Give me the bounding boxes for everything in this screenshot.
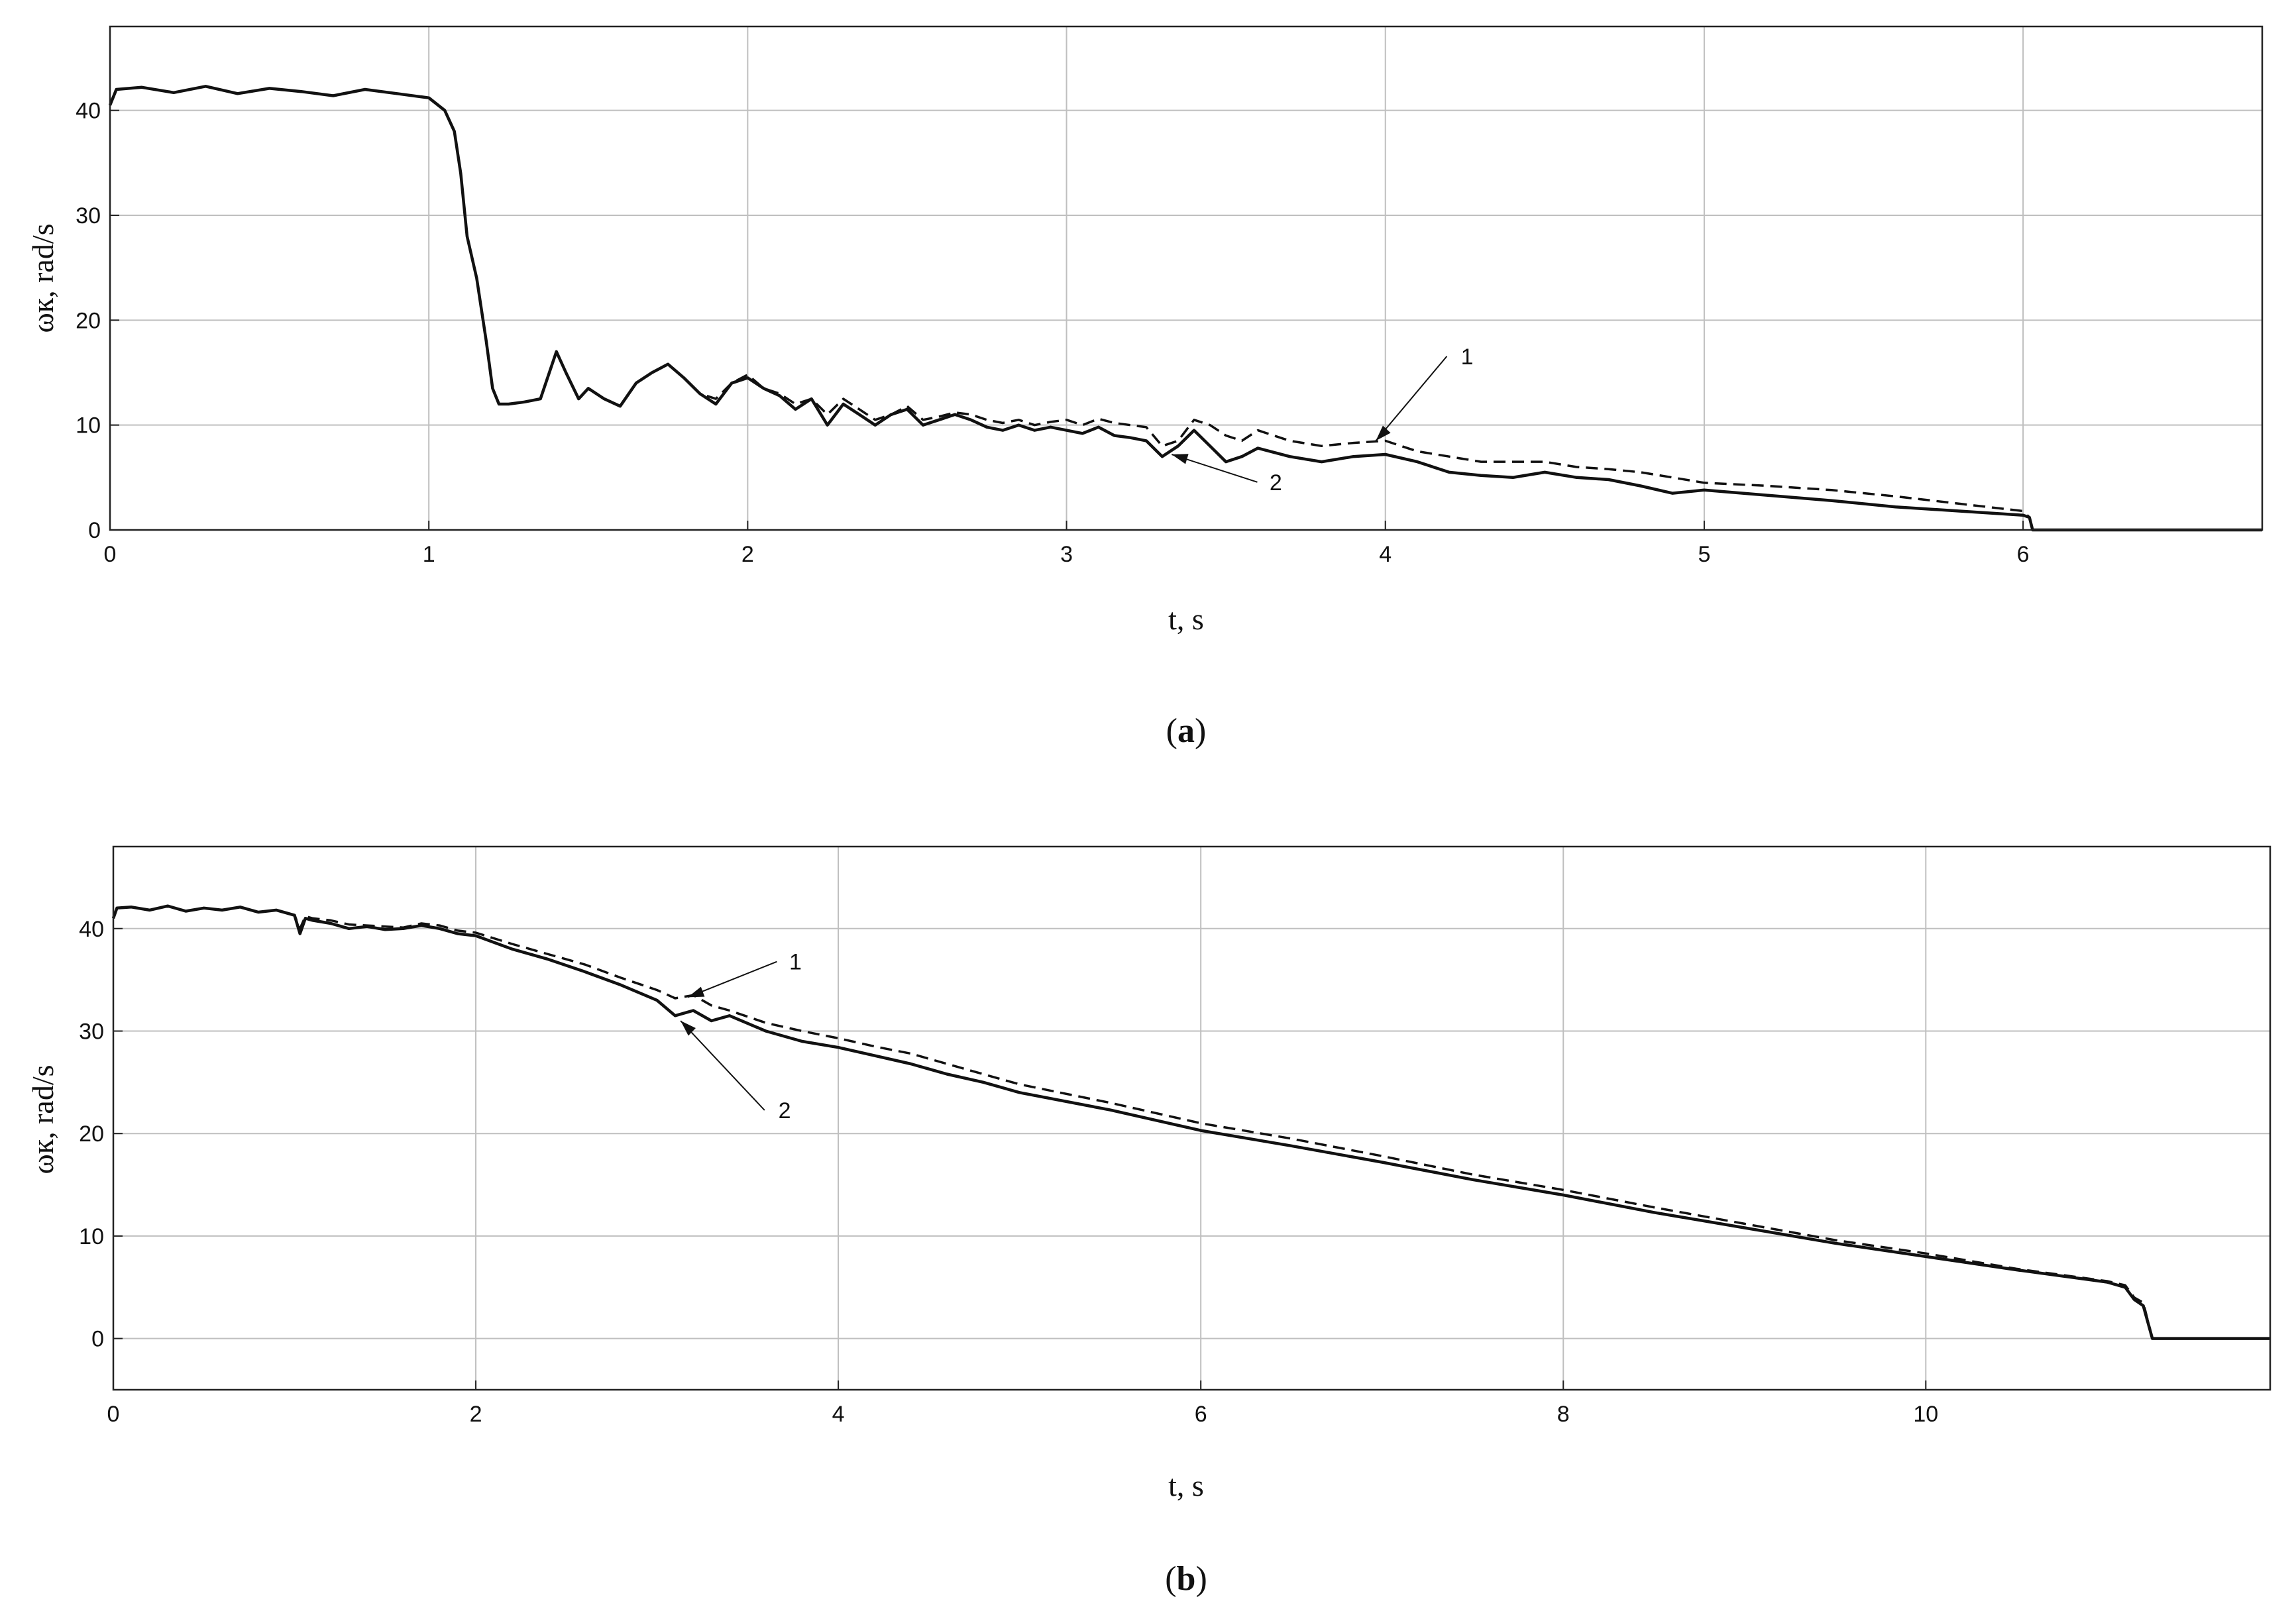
y-ticks-a: 0 10 20 30 40 xyxy=(76,99,119,543)
y-axis-label-b: ωк, rad/s xyxy=(26,1065,60,1174)
x-tick-label-a: 5 xyxy=(1698,542,1710,567)
x-tick-label-a: 6 xyxy=(2017,542,2030,567)
y-axis-label-a: ωк, rad/s xyxy=(26,223,60,333)
x-tick-label-a: 1 xyxy=(423,542,435,567)
series-group-b xyxy=(111,904,2270,1340)
annotation-label-1-a: 1 xyxy=(1461,344,1474,370)
series-group-a xyxy=(108,85,2262,532)
x-tick-label-a: 4 xyxy=(1379,542,1392,567)
caption-a: (a) xyxy=(1166,712,1207,750)
caption-letter-b: b xyxy=(1177,1560,1196,1598)
series-line-2-a xyxy=(108,85,2262,532)
annotation-arrowhead-1-b xyxy=(688,986,705,998)
x-ticks-a: 0 1 2 3 4 5 6 xyxy=(104,521,2030,567)
y-tick-label-a: 30 xyxy=(76,203,101,229)
x-tick-label-b: 4 xyxy=(832,1402,845,1427)
caption-b: (b) xyxy=(1165,1560,1207,1598)
plot-frame-b xyxy=(112,845,2271,1391)
y-tick-label-b: 0 xyxy=(91,1327,104,1352)
plot-area-b xyxy=(113,847,2270,1390)
plot-frame-a xyxy=(109,25,2264,531)
annotations-b: 12 xyxy=(680,950,802,1123)
y-tick-label-b: 10 xyxy=(79,1224,104,1249)
annotation-arrow-2-b xyxy=(680,1020,765,1111)
y-tick-label-a: 10 xyxy=(76,413,101,439)
series-line-1-b xyxy=(112,904,2270,1340)
x-tick-label-b: 10 xyxy=(1913,1402,1938,1427)
annotation-label-2-b: 2 xyxy=(779,1098,791,1123)
y-tick-label-a: 40 xyxy=(76,99,101,124)
x-axis-label-b: t, s xyxy=(1168,1469,1204,1502)
x-tick-label-a: 0 xyxy=(104,542,117,567)
series-line-2-b xyxy=(111,904,2270,1340)
x-tick-label-b: 2 xyxy=(470,1402,482,1427)
y-ticks-b: 0 10 20 30 40 xyxy=(79,917,123,1352)
x-tick-label-a: 3 xyxy=(1060,542,1073,567)
caption-letter-a: a xyxy=(1177,712,1195,750)
x-tick-label-b: 8 xyxy=(1557,1402,1570,1427)
x-tick-label-b: 6 xyxy=(1195,1402,1207,1427)
annotation-arrowhead-2-a xyxy=(1172,454,1189,464)
y-tick-label-b: 40 xyxy=(79,917,104,942)
y-tick-label-a: 20 xyxy=(76,308,101,333)
annotation-label-2-a: 2 xyxy=(1270,470,1282,495)
y-tick-label-b: 20 xyxy=(79,1121,104,1147)
annotation-arrow-1-a xyxy=(1375,356,1448,442)
annotation-label-1-b: 1 xyxy=(789,950,802,975)
x-ticks-b: 0 2 4 6 8 10 xyxy=(107,1380,1938,1427)
y-tick-label-a: 0 xyxy=(88,518,101,543)
annotations-a: 12 xyxy=(1172,344,1474,495)
x-tick-label-a: 2 xyxy=(741,542,754,567)
x-tick-label-b: 0 xyxy=(107,1402,120,1427)
x-axis-label-a: t, s xyxy=(1168,602,1204,636)
annotation-arrow-1-b xyxy=(687,961,777,998)
annotation-arrowhead-2-b xyxy=(681,1021,696,1036)
annotation-arrowhead-1-a xyxy=(1376,425,1391,441)
y-tick-label-b: 30 xyxy=(79,1019,104,1044)
grid-b xyxy=(113,847,2270,1390)
